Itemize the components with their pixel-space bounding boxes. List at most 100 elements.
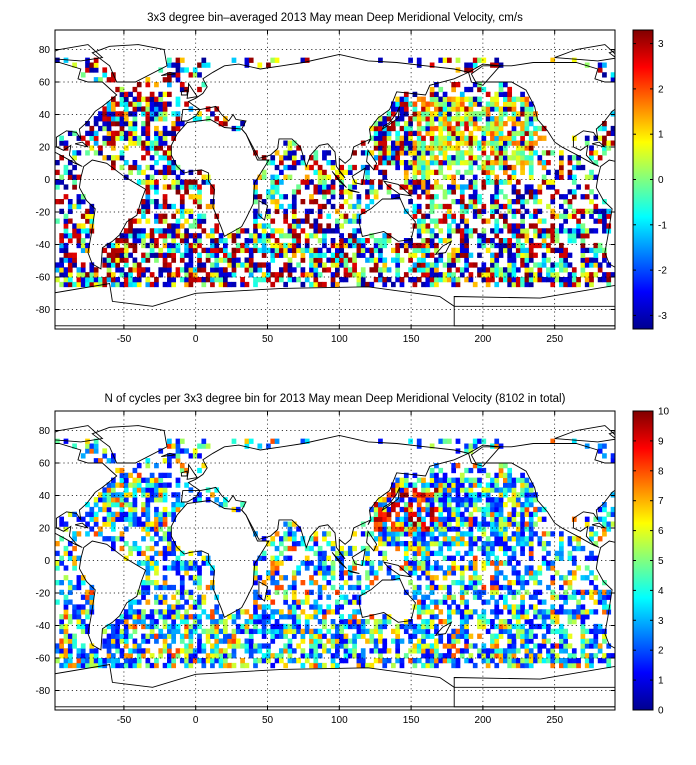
bin-cell [516, 531, 521, 536]
bin-cell [214, 609, 219, 614]
bin-cell [111, 483, 116, 488]
bin-cell [576, 282, 581, 287]
bin-cell [503, 248, 508, 253]
bin-cell [301, 258, 306, 263]
bin-cell [171, 180, 176, 185]
bin-cell [55, 262, 60, 267]
bin-cell [542, 258, 547, 263]
bin-cell [145, 194, 150, 199]
bin-cell [460, 487, 465, 492]
bin-cell [589, 570, 594, 575]
bin-cell [533, 580, 538, 585]
bin-cell [417, 648, 422, 653]
bin-cell [417, 141, 422, 146]
bin-cell [546, 658, 551, 663]
bin-cell [214, 228, 219, 233]
bin-cell [417, 551, 422, 556]
bin-cell [275, 561, 280, 566]
bin-cell [331, 160, 336, 165]
bin-cell [413, 131, 418, 136]
bin-cell [382, 663, 387, 668]
bin-cell [145, 517, 150, 522]
bin-cell [473, 585, 478, 590]
bin-cell [434, 658, 439, 663]
bin-cell [309, 561, 314, 566]
bin-cell [266, 248, 271, 253]
bin-cell [413, 551, 418, 556]
bin-cell [150, 145, 155, 150]
bin-cell [214, 619, 219, 624]
bin-cell [576, 658, 581, 663]
bin-cell [507, 512, 512, 517]
bin-cell [296, 541, 301, 546]
bin-cell [512, 643, 517, 648]
bin-cell [326, 160, 331, 165]
bin-cell [154, 512, 159, 517]
bin-cell [404, 565, 409, 570]
bin-cell [438, 600, 443, 605]
bin-cell [232, 643, 237, 648]
bin-cell [451, 507, 456, 512]
y-tick-label: -20 [36, 208, 51, 219]
bin-cell [529, 634, 534, 639]
bin-cell [266, 272, 271, 277]
bin-cell [503, 97, 508, 102]
bin-cell [417, 262, 422, 267]
bin-cell [585, 272, 590, 277]
bin-cell [378, 541, 383, 546]
bin-cell [322, 228, 327, 233]
bin-cell [378, 170, 383, 175]
bin-cell [133, 468, 138, 473]
bin-cell [102, 141, 107, 146]
bin-cell [451, 526, 456, 531]
bin-cell [481, 262, 486, 267]
bin-cell [163, 282, 168, 287]
bin-cell [382, 536, 387, 541]
bin-cell [68, 170, 73, 175]
bin-cell [309, 614, 314, 619]
bin-cell [507, 585, 512, 590]
bin-cell [430, 233, 435, 238]
bin-cell [150, 561, 155, 566]
bin-cell [176, 600, 181, 605]
bin-cell [585, 141, 590, 146]
bin-cell [270, 634, 275, 639]
bin-cell [115, 87, 120, 92]
bin-cell [189, 624, 194, 629]
bin-cell [512, 634, 517, 639]
bin-cell [262, 253, 267, 258]
bin-cell [387, 531, 392, 536]
bin-cell [120, 155, 125, 160]
bin-cell [111, 634, 116, 639]
bin-cell [133, 126, 138, 131]
bin-cell [318, 282, 323, 287]
bin-cell [447, 204, 452, 209]
bin-cell [352, 272, 357, 277]
bin-cell [477, 58, 482, 63]
bin-cell [270, 541, 275, 546]
bin-cell [525, 502, 530, 507]
bin-cell [546, 565, 551, 570]
bin-cell [413, 145, 418, 150]
bin-cell [288, 624, 293, 629]
bin-cell [283, 248, 288, 253]
bin-cell [438, 541, 443, 546]
bin-cell [413, 629, 418, 634]
bin-cell [137, 619, 142, 624]
bin-cell [275, 609, 280, 614]
bin-cell [400, 126, 405, 131]
bin-cell [469, 106, 474, 111]
bin-cell [257, 643, 262, 648]
bin-cell [464, 136, 469, 141]
bin-cell [283, 267, 288, 272]
bin-cell [602, 517, 607, 522]
bin-cell [292, 233, 297, 238]
bin-cell [55, 561, 60, 566]
bin-cell [589, 663, 594, 668]
bin-cell [438, 551, 443, 556]
bin-cell [275, 439, 280, 444]
bin-cell [434, 194, 439, 199]
bin-cell [210, 262, 215, 267]
bin-cell [137, 561, 142, 566]
bin-cell [447, 189, 452, 194]
